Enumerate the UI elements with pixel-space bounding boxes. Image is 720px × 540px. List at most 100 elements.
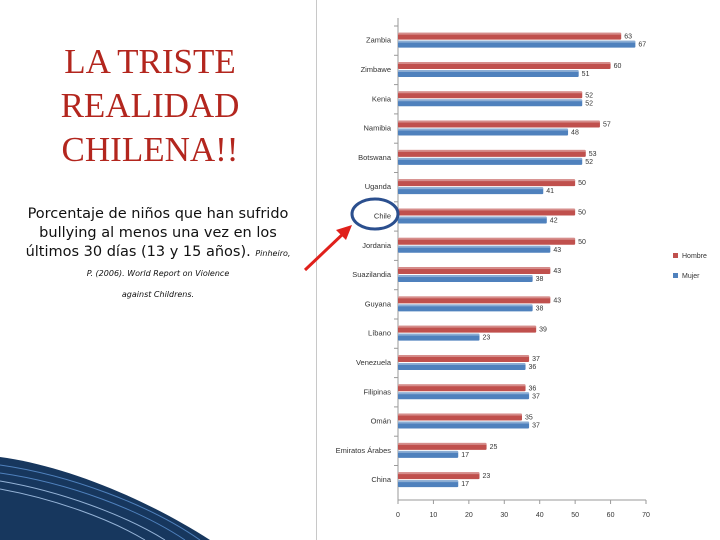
data-label: 50 [578, 180, 586, 187]
bar-highlight [398, 362, 526, 365]
bar-hombre [398, 120, 600, 128]
legend-label-hombre: Hombre [682, 253, 707, 260]
category-label: China [371, 475, 391, 484]
bar-mujer [398, 69, 579, 77]
data-label: 60 [614, 63, 622, 70]
bar-mujer [398, 304, 533, 312]
category-label: Zambia [366, 36, 392, 45]
data-label: 38 [536, 276, 544, 283]
bar-highlight [398, 157, 583, 160]
title-line-1: LA TRISTE [64, 42, 236, 81]
data-label: 43 [553, 297, 561, 304]
source-citation-title: World Report on Violence [127, 269, 230, 278]
data-label: 43 [553, 268, 561, 275]
bar-highlight [398, 450, 459, 453]
data-label: 23 [482, 473, 490, 480]
bar-highlight [398, 91, 583, 94]
bar-hombre [398, 413, 522, 421]
bar-highlight [398, 120, 600, 123]
data-label: 42 [550, 217, 558, 224]
bar-highlight [398, 32, 622, 35]
decorative-swoosh [0, 457, 210, 540]
data-label: 23 [482, 335, 490, 342]
x-tick-label: 20 [465, 512, 473, 519]
x-tick-label: 30 [500, 512, 508, 519]
category-label: Guyana [365, 299, 392, 308]
bar-mujer [398, 392, 530, 400]
category-label: Emiratos Árabes [336, 446, 392, 455]
data-label: 39 [539, 327, 547, 334]
data-label: 57 [603, 122, 611, 129]
x-tick-label: 70 [642, 512, 650, 519]
bar-highlight [398, 237, 576, 240]
category-label: Jordania [362, 241, 392, 250]
bar-mujer [398, 421, 530, 429]
data-label: 25 [490, 444, 498, 451]
bar-mujer [398, 362, 526, 370]
bar-mujer [398, 216, 547, 224]
data-label: 41 [546, 188, 554, 195]
data-label: 17 [461, 481, 469, 488]
bar-highlight [398, 333, 480, 336]
data-label: 50 [578, 209, 586, 216]
bar-highlight [398, 69, 579, 72]
title-line-2: REALIDAD [60, 86, 240, 125]
category-label: Uganda [365, 182, 392, 191]
data-label: 37 [532, 356, 540, 363]
data-label: 51 [582, 71, 590, 78]
data-label: 37 [532, 393, 540, 400]
bar-hombre [398, 32, 622, 40]
subtitle-main: Porcentaje de niños que han sufrido bull… [25, 206, 289, 260]
bar-highlight [398, 413, 522, 416]
title-line-3: CHILENA!! [61, 130, 239, 169]
category-label: Namibia [363, 124, 391, 133]
category-label: Botswana [358, 153, 392, 162]
data-label: 48 [571, 130, 579, 137]
data-label: 37 [532, 423, 540, 430]
bar-mujer [398, 40, 636, 48]
bar-highlight [398, 304, 533, 307]
bar-highlight [398, 354, 530, 357]
x-tick-label: 10 [430, 512, 438, 519]
bar-hombre [398, 325, 537, 333]
bar-highlight [398, 442, 487, 445]
bar-highlight [398, 208, 576, 211]
data-label: 36 [529, 364, 537, 371]
bar-mujer [398, 245, 551, 253]
bar-highlight [398, 480, 459, 483]
category-label: Filipinas [363, 387, 391, 396]
bar-hombre [398, 149, 586, 157]
bar-highlight [398, 245, 551, 248]
category-label: Venezuela [356, 358, 392, 367]
data-label: 67 [638, 42, 646, 49]
bar-highlight [398, 472, 480, 475]
category-label: Líbano [368, 329, 391, 338]
bar-mujer [398, 333, 480, 341]
bar-mujer [398, 275, 533, 283]
bar-mujer [398, 99, 583, 107]
data-label: 52 [585, 159, 593, 166]
data-label: 63 [624, 34, 632, 41]
bar-mujer [398, 480, 459, 488]
data-label: 53 [589, 151, 597, 158]
bar-hombre [398, 296, 551, 304]
bar-hombre [398, 237, 576, 245]
source-citation-title-end: against Childrens. [121, 290, 195, 299]
x-tick-label: 50 [571, 512, 579, 519]
bar-highlight [398, 187, 544, 190]
bar-highlight [398, 99, 583, 102]
bar-mujer [398, 128, 569, 136]
bar-hombre [398, 472, 480, 480]
bar-hombre [398, 354, 530, 362]
category-label: Omán [371, 417, 391, 426]
slide-subtitle: Porcentaje de niños que han sufrido bull… [24, 205, 292, 304]
category-label: Kenia [372, 94, 392, 103]
bar-hombre [398, 267, 551, 275]
bar-highlight [398, 275, 533, 278]
bar-highlight [398, 296, 551, 299]
data-label: 43 [553, 247, 561, 254]
bar-hombre [398, 442, 487, 450]
data-label: 17 [461, 452, 469, 459]
data-label: 52 [585, 100, 593, 107]
source-citation-author: Pinheiro, P. (2006). [86, 249, 291, 278]
